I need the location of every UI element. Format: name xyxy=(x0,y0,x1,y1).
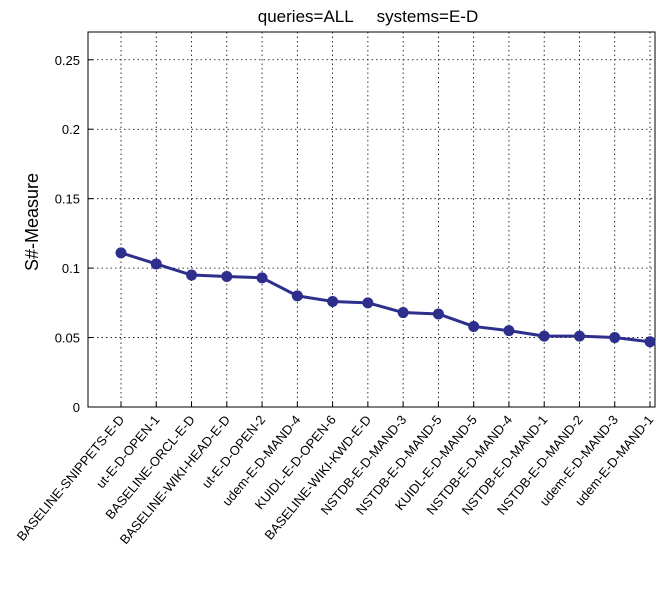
y-tick-label: 0.15 xyxy=(55,192,80,207)
data-point xyxy=(327,295,339,307)
y-tick-label: 0.2 xyxy=(62,122,80,137)
data-point xyxy=(115,247,127,259)
y-tick-label: 0.25 xyxy=(55,53,80,68)
chart-title: queries=ALL systems=E-D xyxy=(258,7,478,26)
data-point xyxy=(609,332,621,344)
data-series xyxy=(115,247,656,348)
data-point xyxy=(644,336,656,348)
plot-area-frame xyxy=(87,31,656,408)
data-point xyxy=(397,307,409,319)
y-axis-label: S#-Measure xyxy=(22,173,42,271)
grid-lines xyxy=(88,32,655,407)
data-point xyxy=(468,320,480,332)
data-point xyxy=(573,330,585,342)
y-tick-label: 0.1 xyxy=(62,261,80,276)
data-point xyxy=(186,269,198,281)
data-point xyxy=(538,330,550,342)
y-axis-ticks: 0 0.05 0.1 0.15 0.2 0.25 xyxy=(55,53,93,415)
data-point xyxy=(362,297,374,309)
y-tick-label: 0 xyxy=(73,400,80,415)
data-point xyxy=(503,325,515,337)
data-point xyxy=(221,270,233,282)
data-point xyxy=(150,258,162,270)
x-axis-ticks: BASELINE-SNIPPETS-E-Dut-E-D-OPEN-1BASELI… xyxy=(14,402,656,547)
data-point xyxy=(432,308,444,320)
series-line xyxy=(120,251,651,344)
data-point xyxy=(256,272,268,284)
y-tick-label: 0.05 xyxy=(55,331,80,346)
data-point xyxy=(291,290,303,302)
